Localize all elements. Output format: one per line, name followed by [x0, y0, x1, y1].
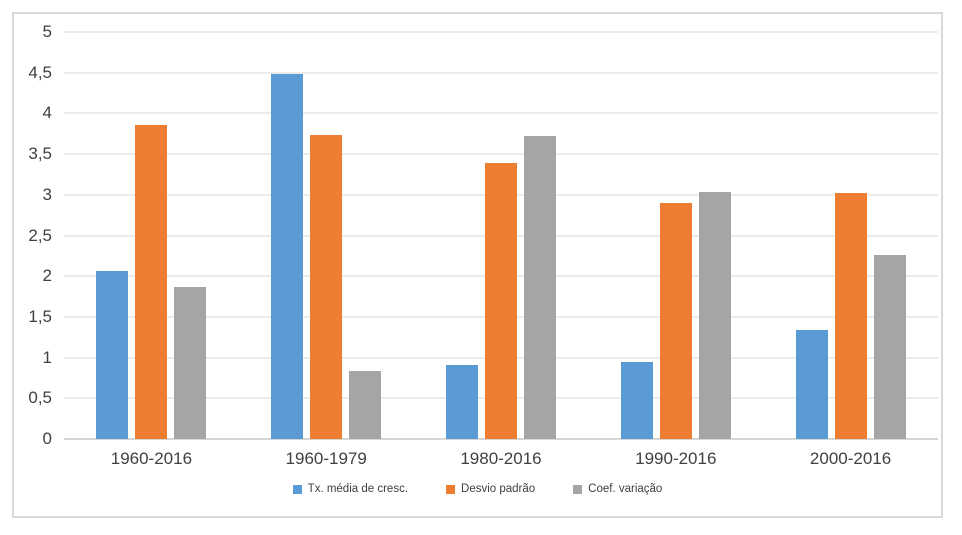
y-tick-label: 2: [42, 266, 52, 286]
bar: [174, 286, 207, 439]
x-axis-line: [64, 438, 938, 440]
y-tick-label: 3,5: [28, 144, 52, 164]
y-tick-label: 4,5: [28, 62, 52, 82]
bar: [834, 193, 867, 439]
y-tick-label: 2,5: [28, 225, 52, 245]
bar: [445, 364, 478, 439]
y-tick-label: 1: [42, 347, 52, 367]
bar: [349, 371, 382, 439]
legend-label: Tx. média de cresc.: [307, 483, 409, 495]
legend-swatch-icon: [292, 484, 302, 494]
x-tick-label: 2000-2016: [809, 449, 892, 468]
gridline: [64, 72, 938, 74]
bar: [271, 74, 304, 439]
legend-label: Desvio padrão: [461, 483, 536, 495]
bar: [96, 270, 129, 439]
y-tick-label: 5: [42, 22, 52, 41]
gridline: [64, 112, 938, 114]
bar: [659, 202, 692, 439]
legend-item: Tx. média de cresc.: [292, 483, 409, 495]
bar: [135, 124, 168, 439]
gridline: [64, 31, 938, 33]
x-tick-label: 1980-2016: [460, 449, 542, 468]
legend-swatch-icon: [446, 484, 456, 494]
y-tick-label: 3: [42, 184, 52, 204]
x-axis: 1960-2016 1960-1979 1980-2016 1990-2016 2000…: [64, 448, 938, 470]
y-tick-label: 4: [42, 103, 52, 123]
bar: [484, 163, 517, 439]
legend-item: Coef. variação: [573, 483, 662, 495]
legend: Tx. média de cresc. Desvio padrão Coef. va…: [14, 483, 941, 495]
legend-item: Desvio padrão: [446, 483, 535, 495]
y-tick-label: 1,5: [28, 306, 52, 326]
gridline: [64, 153, 938, 155]
bar-group: [239, 32, 414, 439]
bar: [620, 361, 653, 439]
chart-frame: 5 4,5 4 3,5 3 2,5 2 1,5 1 0,5 0 1960-2016 1960-1979…: [12, 12, 943, 518]
bar-group: [64, 32, 239, 439]
bar: [310, 135, 343, 439]
y-tick-label: 0,5: [28, 388, 52, 408]
bar-group: [763, 32, 938, 439]
legend-label: Coef. variação: [588, 483, 663, 495]
bar-groups: [64, 32, 938, 439]
x-tick-label: 1960-2016: [110, 449, 193, 468]
x-tick-label: 1960-1979: [285, 449, 367, 468]
legend-swatch-icon: [573, 484, 583, 494]
y-axis: 5 4,5 4 3,5 3 2,5 2 1,5 1 0,5 0: [14, 22, 52, 448]
bar: [698, 191, 731, 439]
bar: [795, 329, 828, 439]
bar: [523, 136, 556, 439]
bar-group: [414, 32, 589, 439]
bar: [873, 255, 906, 439]
y-tick-label: 0: [42, 429, 52, 448]
plot-area: [64, 31, 938, 440]
bar-group: [588, 32, 763, 439]
x-tick-label: 1990-2016: [635, 449, 717, 468]
